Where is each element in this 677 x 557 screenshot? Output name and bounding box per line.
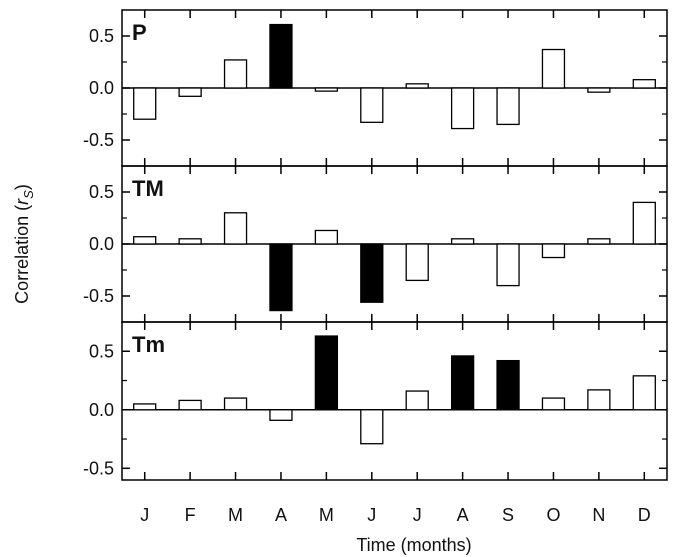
- bar-tm-2: [223, 212, 248, 245]
- bar-p-4: [314, 87, 339, 92]
- x-tick-label: J: [367, 505, 376, 525]
- bar-tm-3: [269, 409, 293, 421]
- bar-tm-0: [133, 236, 157, 245]
- bar-tm-8: [496, 359, 520, 411]
- x-tick-label: J: [140, 505, 149, 525]
- bar-p-5: [360, 87, 384, 123]
- bar-p-11: [632, 79, 656, 89]
- y-tick-label: -0.5: [83, 458, 114, 478]
- bar-tm-11: [632, 375, 656, 411]
- panel-p: 0.5 0.0 -0.5 P: [83, 9, 668, 167]
- bar-tm-5: [360, 409, 384, 445]
- bar-tm-6: [405, 390, 429, 411]
- x-tick-label: O: [546, 505, 560, 525]
- x-tick-label: M: [319, 505, 334, 525]
- bar-p-8: [496, 87, 520, 126]
- bar-tm-9: [541, 397, 566, 411]
- bar-p-1: [178, 87, 202, 97]
- bar-p-3: [269, 23, 293, 89]
- y-tick-label: -0.5: [83, 130, 114, 150]
- y-tick-label: 0.5: [89, 26, 114, 46]
- panel-frame: [121, 321, 668, 481]
- bar-tm-7: [450, 238, 475, 245]
- bar-tm-9: [541, 243, 566, 259]
- bar-tm-7: [450, 355, 475, 411]
- y-tick-label: 0.5: [89, 182, 114, 202]
- x-tick-label: N: [592, 505, 605, 525]
- bar-tm-3: [269, 243, 293, 312]
- bar-tm-1: [178, 399, 202, 411]
- bar-p-2: [223, 59, 248, 89]
- bar-tm-0: [133, 403, 157, 411]
- x-tick-label: J: [413, 505, 422, 525]
- x-tick-label: A: [275, 505, 287, 525]
- x-tick-label: D: [638, 505, 651, 525]
- panel-tm: 0.5 0.0 -0.5 Tm: [83, 321, 668, 481]
- bar-tm-10: [587, 389, 611, 411]
- bar-tm-8: [496, 243, 520, 287]
- bar-tm-4: [314, 229, 339, 245]
- bar-p-6: [405, 83, 429, 89]
- panel-tm: 0.5 0.0 -0.5 TM: [83, 165, 668, 323]
- x-axis-title: Time (months): [356, 535, 471, 555]
- y-tick-label: -0.5: [83, 286, 114, 306]
- x-tick-label: S: [502, 505, 514, 525]
- bar-p-10: [587, 87, 611, 93]
- x-tick-label: F: [185, 505, 196, 525]
- bar-tm-11: [632, 201, 656, 245]
- panel-label-tm: TM: [132, 176, 164, 201]
- y-tick-label: 0.5: [89, 341, 114, 361]
- bar-tm-1: [178, 238, 202, 245]
- y-tick-label: 0.0: [89, 400, 114, 420]
- bar-p-7: [450, 87, 475, 130]
- y-tick-label: 0.0: [89, 234, 114, 254]
- bar-tm-6: [405, 243, 429, 282]
- x-tick-label: M: [228, 505, 243, 525]
- bar-tm-2: [223, 397, 248, 411]
- panel-label-p: P: [132, 20, 147, 45]
- bar-tm-4: [314, 335, 339, 411]
- bar-p-9: [541, 48, 566, 89]
- bar-p-0: [133, 87, 157, 120]
- panel-label-tm: Tm: [132, 332, 165, 357]
- bar-tm-5: [360, 243, 384, 303]
- y-tick-label: 0.0: [89, 78, 114, 98]
- bar-tm-10: [587, 238, 611, 245]
- x-tick-label: A: [457, 505, 469, 525]
- y-axis-title: Correlation (rS): [12, 184, 36, 304]
